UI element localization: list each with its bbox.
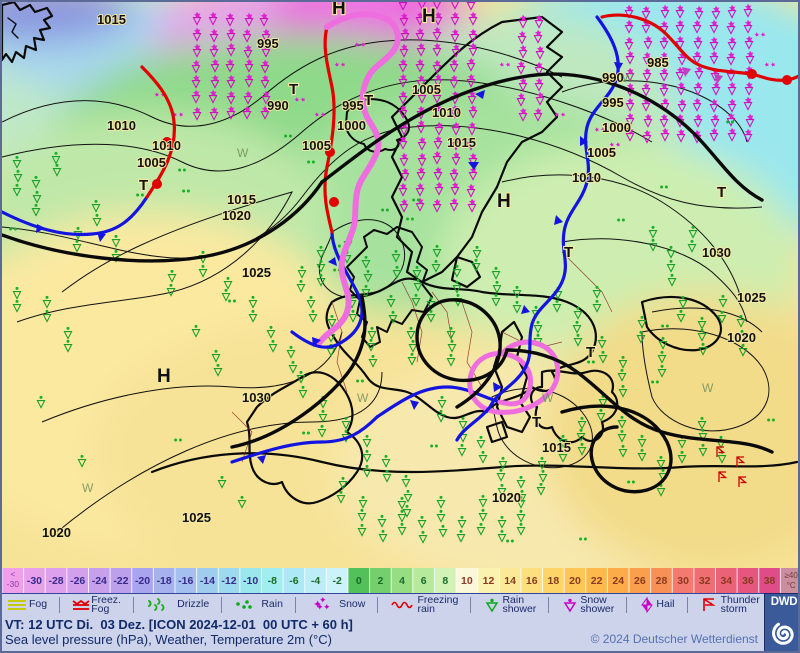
svg-text:-10: -10 — [243, 575, 258, 587]
svg-text:32: 32 — [699, 575, 711, 587]
svg-text:1005: 1005 — [412, 82, 441, 97]
svg-text:995: 995 — [257, 36, 279, 51]
svg-text:1015: 1015 — [97, 12, 126, 27]
svg-text:1020: 1020 — [222, 208, 251, 223]
svg-text:H: H — [332, 2, 346, 19]
svg-text:-16: -16 — [178, 575, 193, 587]
svg-text:26: 26 — [634, 575, 646, 587]
svg-text:6: 6 — [421, 575, 427, 587]
svg-text:10: 10 — [461, 575, 473, 587]
svg-text:°C: °C — [787, 581, 796, 590]
svg-text:<: < — [10, 569, 15, 579]
svg-text:-18: -18 — [157, 575, 172, 587]
svg-text:8: 8 — [442, 575, 448, 587]
svg-text:1000: 1000 — [337, 118, 366, 133]
svg-text:-28: -28 — [48, 575, 63, 587]
svg-text:1015: 1015 — [542, 440, 571, 455]
svg-text:990: 990 — [267, 98, 289, 113]
svg-text:1020: 1020 — [492, 490, 521, 505]
svg-text:12: 12 — [483, 575, 495, 587]
svg-text:W: W — [622, 71, 634, 85]
svg-text:1005: 1005 — [587, 145, 616, 160]
svg-text:T: T — [564, 244, 573, 261]
svg-text:1015: 1015 — [447, 135, 476, 150]
svg-text:W: W — [237, 146, 249, 160]
svg-text:1010: 1010 — [572, 170, 601, 185]
svg-text:30: 30 — [677, 575, 689, 587]
svg-text:1010: 1010 — [432, 105, 461, 120]
svg-text:1020: 1020 — [727, 330, 756, 345]
svg-text:H: H — [157, 366, 171, 387]
svg-text:0: 0 — [356, 575, 362, 587]
svg-text:990: 990 — [602, 70, 624, 85]
svg-text:1030: 1030 — [242, 390, 271, 405]
svg-text:W: W — [702, 381, 714, 395]
svg-text:995: 995 — [342, 98, 364, 113]
svg-text:1005: 1005 — [137, 155, 166, 170]
svg-text:≥40: ≥40 — [785, 571, 799, 580]
svg-text:-30: -30 — [27, 575, 42, 587]
svg-text:T: T — [139, 177, 148, 194]
svg-text:DWD: DWD — [771, 596, 798, 608]
svg-text:34: 34 — [720, 575, 732, 587]
svg-text:36: 36 — [742, 575, 754, 587]
svg-text:20: 20 — [569, 575, 581, 587]
svg-text:H: H — [422, 6, 436, 27]
svg-text:-2: -2 — [332, 575, 341, 587]
svg-text:1010: 1010 — [107, 118, 136, 133]
svg-text:38: 38 — [764, 575, 776, 587]
svg-text:T: T — [532, 414, 541, 431]
svg-text:4: 4 — [399, 575, 405, 587]
svg-text:-6: -6 — [289, 575, 298, 587]
svg-text:22: 22 — [591, 575, 603, 587]
svg-text:-4: -4 — [311, 575, 320, 587]
svg-text:1015: 1015 — [227, 192, 256, 207]
svg-text:28: 28 — [656, 575, 668, 587]
svg-text:1000: 1000 — [602, 120, 631, 135]
svg-text:1010: 1010 — [152, 138, 181, 153]
svg-text:1030: 1030 — [702, 245, 731, 260]
svg-text:-22: -22 — [113, 575, 128, 587]
svg-text:1025: 1025 — [737, 290, 766, 305]
svg-text:1025: 1025 — [242, 265, 271, 280]
svg-text:W: W — [82, 481, 94, 495]
svg-text:T: T — [717, 184, 726, 201]
svg-text:W: W — [357, 391, 369, 405]
svg-text:-8: -8 — [268, 575, 277, 587]
svg-text:1005: 1005 — [302, 138, 331, 153]
svg-text:985: 985 — [647, 55, 669, 70]
svg-text:-30: -30 — [7, 579, 20, 589]
svg-text:T: T — [364, 92, 373, 109]
svg-text:2: 2 — [377, 575, 383, 587]
svg-text:✦: ✦ — [323, 602, 331, 612]
svg-text:24: 24 — [612, 575, 624, 587]
svg-text:-26: -26 — [70, 575, 85, 587]
svg-text:-12: -12 — [221, 575, 236, 587]
svg-text:1025: 1025 — [182, 510, 211, 525]
svg-text:-14: -14 — [200, 575, 215, 587]
svg-text:T: T — [586, 344, 595, 361]
svg-text:1020: 1020 — [42, 525, 71, 540]
svg-text:T: T — [289, 81, 298, 98]
svg-text:H: H — [497, 191, 511, 212]
svg-text:18: 18 — [548, 575, 560, 587]
svg-text:16: 16 — [526, 575, 538, 587]
svg-text:14: 14 — [504, 575, 516, 587]
svg-text:-20: -20 — [135, 575, 150, 587]
svg-text:-24: -24 — [92, 575, 107, 587]
svg-text:995: 995 — [602, 95, 624, 110]
svg-text:W: W — [542, 391, 554, 405]
